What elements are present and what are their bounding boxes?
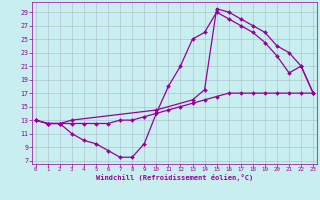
X-axis label: Windchill (Refroidissement éolien,°C): Windchill (Refroidissement éolien,°C) xyxy=(96,174,253,181)
